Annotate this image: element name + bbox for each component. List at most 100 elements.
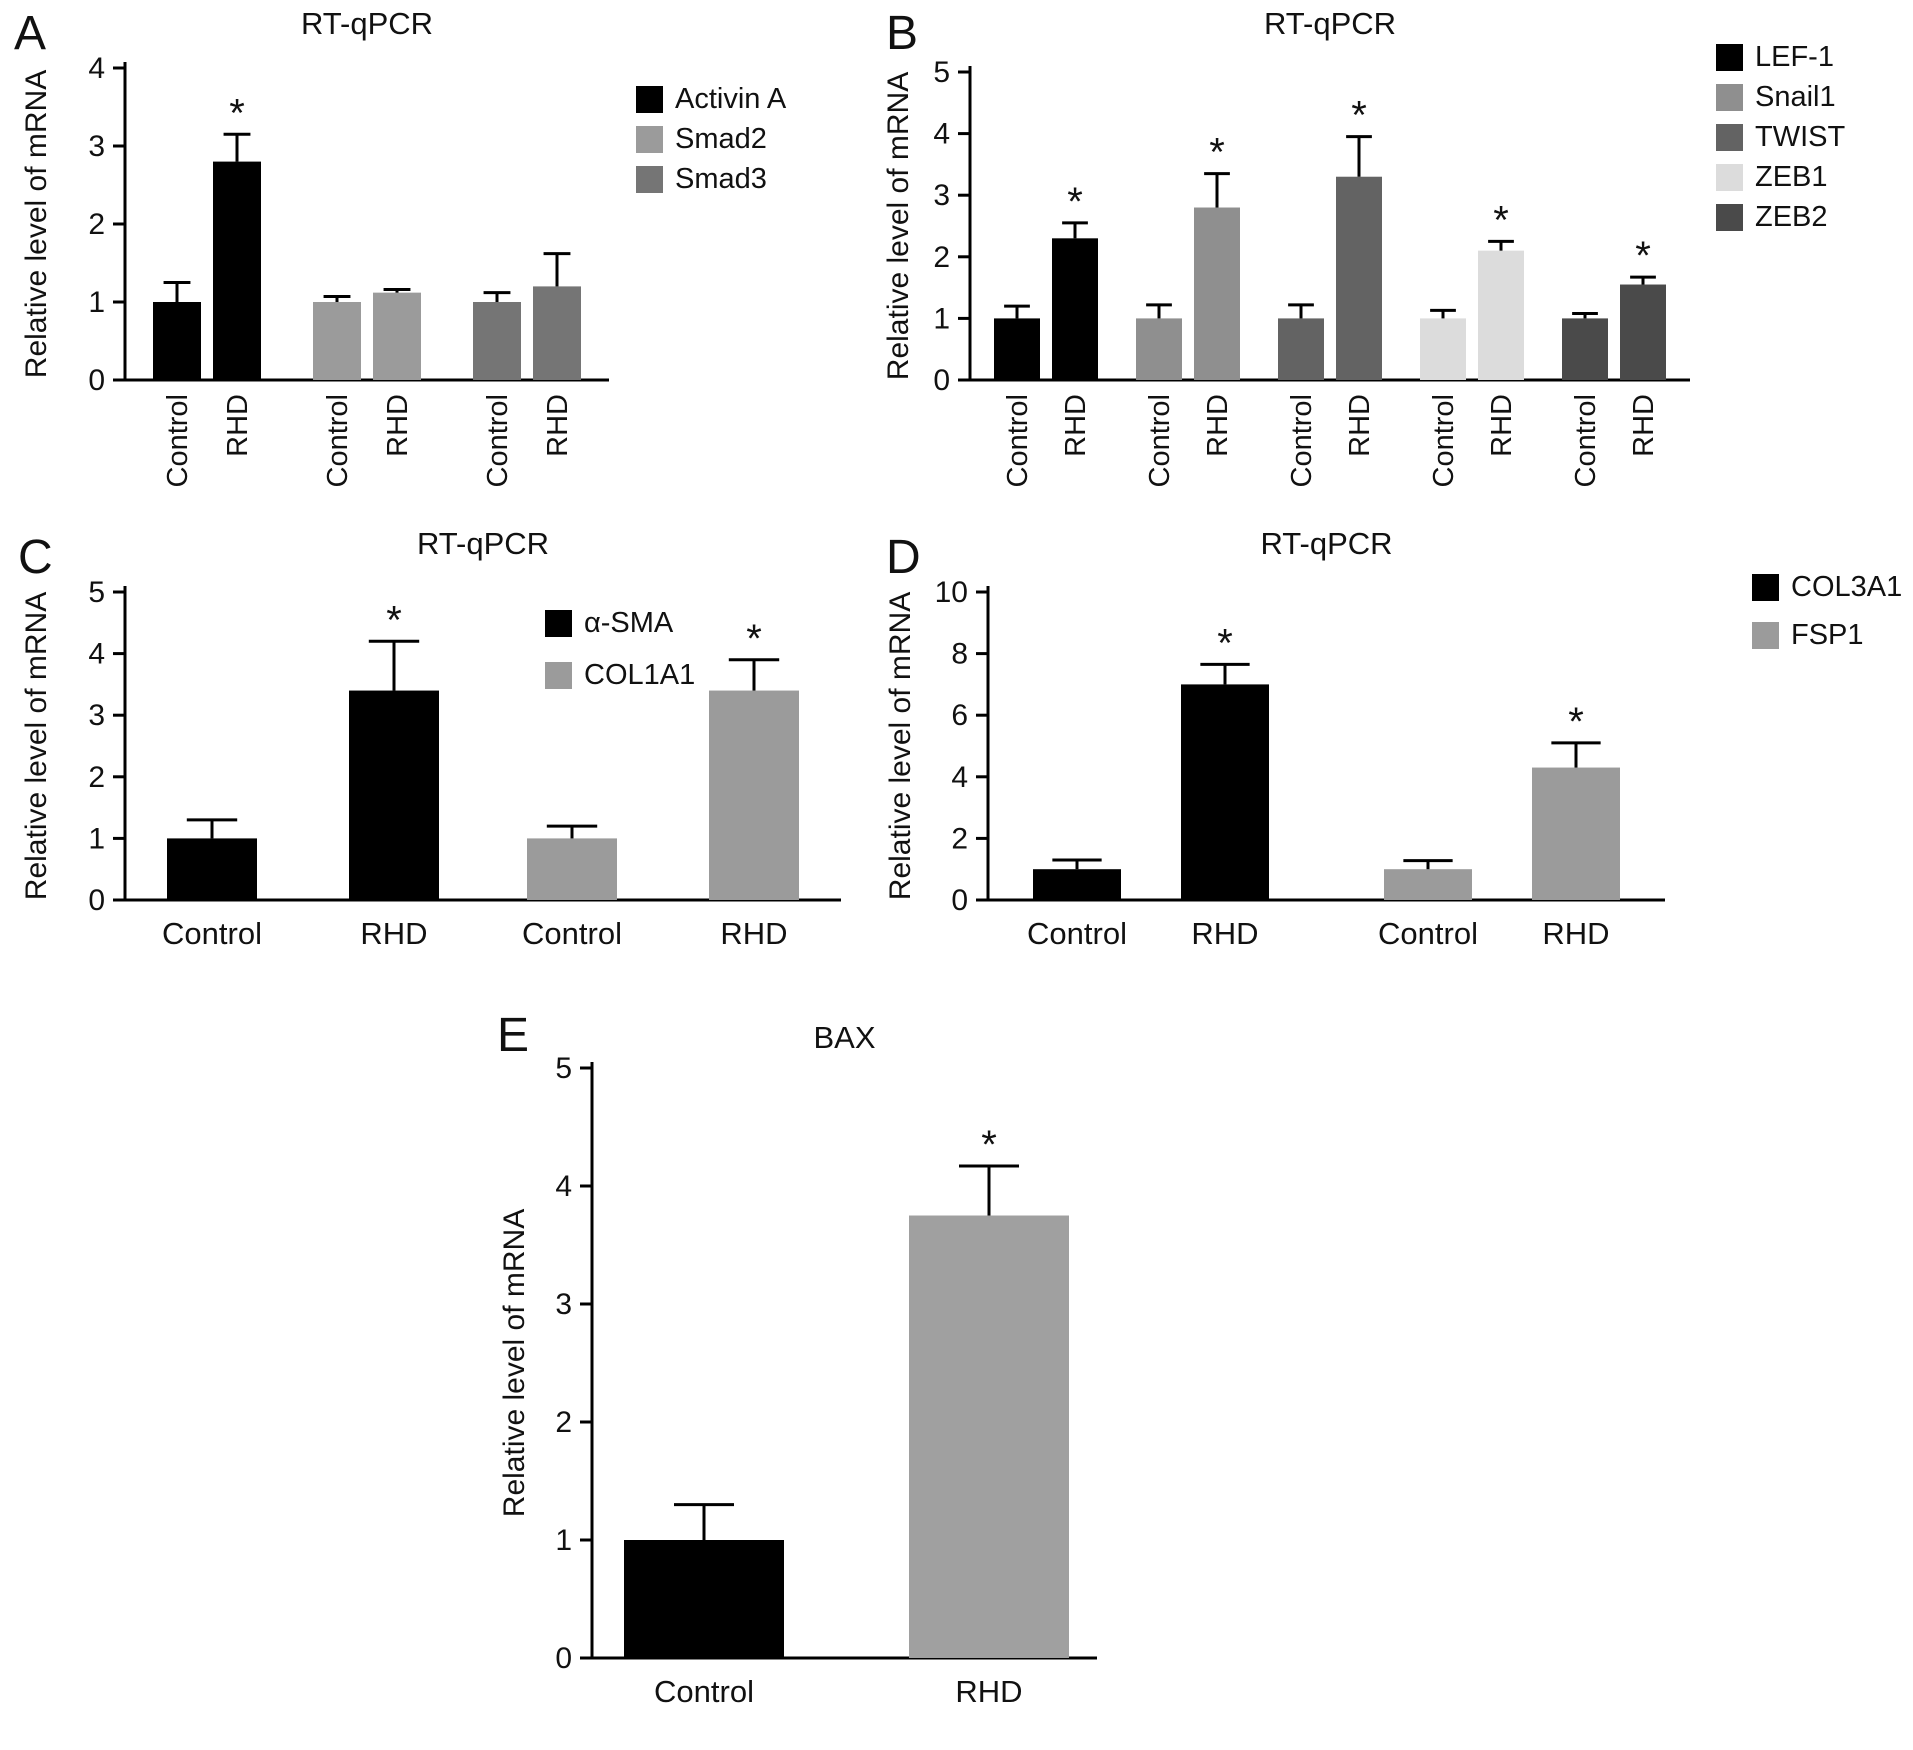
legend-swatch-smad2 bbox=[636, 126, 663, 153]
legend-label-lef-1: LEF-1 bbox=[1755, 41, 1834, 73]
legend-label-zeb1: ZEB1 bbox=[1755, 161, 1828, 193]
legend-swatch-α-sma bbox=[545, 610, 572, 637]
significance-asterisk: * bbox=[1568, 700, 1584, 744]
y-tick-label: 4 bbox=[933, 118, 950, 151]
y-tick-label: 3 bbox=[88, 130, 105, 163]
bar-zeb1-control bbox=[1420, 318, 1466, 380]
significance-asterisk: * bbox=[1351, 94, 1367, 138]
bar-col1a1-control bbox=[527, 838, 617, 900]
y-axis-label: Relative level of mRNA bbox=[884, 592, 917, 900]
x-tick-label: RHD bbox=[1060, 394, 1092, 457]
bar-smad3-rhd bbox=[533, 286, 581, 380]
y-tick-label: 10 bbox=[935, 576, 968, 609]
x-tick-label: Control bbox=[162, 916, 262, 951]
significance-asterisk: * bbox=[981, 1123, 997, 1167]
legend-label-smad2: Smad2 bbox=[675, 123, 767, 155]
x-tick-label: Control bbox=[162, 394, 194, 488]
x-tick-label: Control bbox=[1570, 394, 1602, 488]
y-tick-label: 5 bbox=[555, 1052, 572, 1085]
legend-swatch-col1a1 bbox=[545, 662, 572, 689]
x-tick-label: RHD bbox=[1628, 394, 1660, 457]
y-axis-label: Relative level of mRNA bbox=[498, 1209, 531, 1517]
legend-swatch-activin-a bbox=[636, 86, 663, 113]
bar-lef-1-rhd bbox=[1052, 238, 1098, 380]
x-tick-label: Control bbox=[482, 394, 514, 488]
bar-bax-rhd bbox=[909, 1215, 1069, 1658]
panel-a: A RT-qPCR 0 1 2 3 4 Relative level of mRNA Cont… bbox=[0, 0, 880, 510]
panel-b: B RT-qPCR 0 1 2 3 4 5 Relative level of mRNA Con… bbox=[880, 0, 1913, 510]
legend-swatch-fsp1 bbox=[1752, 622, 1779, 649]
y-tick-label: 6 bbox=[951, 699, 968, 732]
significance-asterisk: * bbox=[1209, 131, 1225, 175]
x-tick-label: RHD bbox=[955, 1674, 1022, 1709]
chart-title: RT-qPCR bbox=[1264, 6, 1396, 41]
legend-label-twist: TWIST bbox=[1755, 121, 1845, 153]
panel-letter-b: B bbox=[886, 7, 919, 60]
legend-swatch-zeb1 bbox=[1716, 164, 1743, 191]
significance-asterisk: * bbox=[1067, 180, 1083, 224]
bar-fsp1-rhd bbox=[1532, 767, 1620, 900]
y-tick-label: 1 bbox=[555, 1524, 572, 1557]
bar-smad2-control bbox=[313, 302, 361, 380]
y-tick-label: 2 bbox=[88, 208, 105, 241]
panel-letter-e: E bbox=[497, 1009, 530, 1062]
bar-lef-1-control bbox=[994, 318, 1040, 380]
significance-asterisk: * bbox=[386, 598, 402, 642]
x-tick-label: Control bbox=[1027, 916, 1127, 951]
x-tick-label: RHD bbox=[360, 916, 427, 951]
y-tick-label: 0 bbox=[88, 884, 105, 917]
x-tick-label: Control bbox=[1428, 394, 1460, 488]
y-axis-label: Relative level of mRNA bbox=[20, 592, 53, 900]
legend-swatch-snail1 bbox=[1716, 84, 1743, 111]
legend-label-fsp1: FSP1 bbox=[1791, 619, 1864, 651]
y-tick-label: 4 bbox=[951, 761, 968, 794]
legend-swatch-smad3 bbox=[636, 166, 663, 193]
chart-title: RT-qPCR bbox=[301, 6, 433, 41]
legend-label-zeb2: ZEB2 bbox=[1755, 201, 1828, 233]
x-tick-label: Control bbox=[1286, 394, 1318, 488]
chart-d: RT-qPCR 0 2 4 6 8 10 Relative level of mRNA Cont… bbox=[884, 526, 1902, 951]
bar-zeb1-rhd bbox=[1478, 250, 1524, 380]
x-tick-label: RHD bbox=[382, 394, 414, 457]
x-tick-label: RHD bbox=[1486, 394, 1518, 457]
significance-asterisk: * bbox=[1635, 234, 1651, 278]
x-tick-label: Control bbox=[654, 1674, 754, 1709]
bar-fsp1-control bbox=[1384, 869, 1472, 900]
x-tick-label: Control bbox=[322, 394, 354, 488]
significance-asterisk: * bbox=[229, 91, 245, 135]
x-tick-label: RHD bbox=[720, 916, 787, 951]
bar-col1a1-rhd bbox=[709, 690, 799, 900]
y-tick-label: 4 bbox=[88, 52, 105, 85]
legend-swatch-lef-1 bbox=[1716, 44, 1743, 71]
y-axis-label: Relative level of mRNA bbox=[882, 72, 915, 380]
y-tick-label: 3 bbox=[933, 179, 950, 212]
bar-twist-control bbox=[1278, 318, 1324, 380]
y-tick-label: 3 bbox=[555, 1288, 572, 1321]
legend-label-smad3: Smad3 bbox=[675, 163, 767, 195]
bar-col3a1-control bbox=[1033, 869, 1121, 900]
y-tick-label: 4 bbox=[555, 1170, 572, 1203]
panel-letter-d: D bbox=[886, 531, 921, 584]
x-tick-label: RHD bbox=[1542, 916, 1609, 951]
panel-letter-c: C bbox=[18, 531, 53, 584]
bar-snail1-rhd bbox=[1194, 207, 1240, 380]
bar-zeb2-rhd bbox=[1620, 284, 1666, 380]
chart-c: RT-qPCR 0 1 2 3 4 5 Relative level of mRNA Contr… bbox=[20, 526, 841, 951]
legend-label-α-sma: α-SMA bbox=[584, 607, 674, 639]
y-tick-label: 0 bbox=[88, 364, 105, 397]
legend-label-col3a1: COL3A1 bbox=[1791, 571, 1902, 603]
y-tick-label: 1 bbox=[933, 302, 950, 335]
x-tick-label: Control bbox=[1378, 916, 1478, 951]
y-tick-label: 3 bbox=[88, 699, 105, 732]
significance-asterisk: * bbox=[1493, 198, 1509, 242]
y-tick-label: 2 bbox=[555, 1406, 572, 1439]
bar-activin-a-rhd bbox=[213, 161, 261, 380]
chart-title: RT-qPCR bbox=[417, 526, 549, 561]
chart-title: BAX bbox=[813, 1020, 875, 1055]
y-axis-label: Relative level of mRNA bbox=[20, 70, 53, 378]
y-tick-label: 5 bbox=[88, 576, 105, 609]
legend-swatch-zeb2 bbox=[1716, 204, 1743, 231]
y-tick-label: 2 bbox=[88, 761, 105, 794]
bar-α-sma-control bbox=[167, 838, 257, 900]
y-tick-label: 1 bbox=[88, 286, 105, 319]
